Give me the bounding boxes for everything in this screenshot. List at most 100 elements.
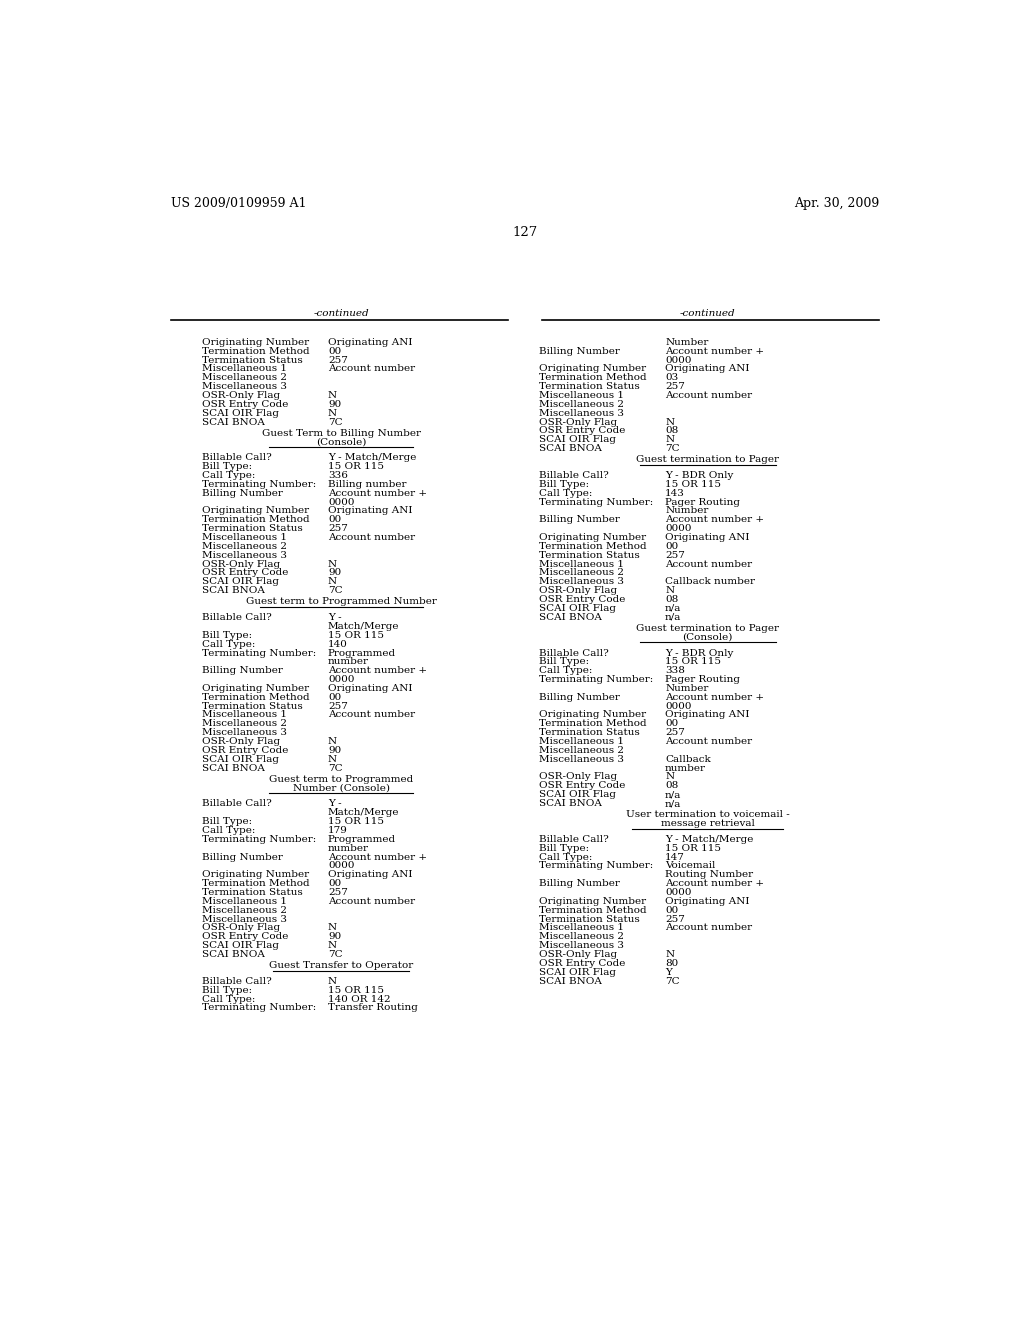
Text: 90: 90 [328, 569, 341, 577]
Text: Originating ANI: Originating ANI [665, 533, 750, 543]
Text: Billing Number: Billing Number [202, 667, 283, 676]
Text: Call Type:: Call Type: [202, 826, 255, 836]
Text: Miscellaneous 2: Miscellaneous 2 [202, 374, 287, 383]
Text: N: N [328, 977, 337, 986]
Text: (Console): (Console) [316, 437, 367, 446]
Text: OSR-Only Flag: OSR-Only Flag [202, 737, 280, 746]
Text: (Console): (Console) [683, 632, 733, 642]
Text: Termination Method: Termination Method [202, 347, 309, 355]
Text: OSR Entry Code: OSR Entry Code [539, 958, 625, 968]
Text: Callback: Callback [665, 755, 711, 764]
Text: SCAI OIR Flag: SCAI OIR Flag [539, 968, 615, 977]
Text: Termination Status: Termination Status [539, 550, 640, 560]
Text: Miscellaneous 2: Miscellaneous 2 [539, 746, 624, 755]
Text: Terminating Number:: Terminating Number: [202, 834, 315, 843]
Text: Call Type:: Call Type: [202, 995, 255, 1003]
Text: Originating Number: Originating Number [202, 338, 309, 347]
Text: SCAI BNOA: SCAI BNOA [202, 950, 264, 958]
Text: Number: Number [665, 507, 709, 515]
Text: 00: 00 [328, 515, 341, 524]
Text: Miscellaneous 2: Miscellaneous 2 [202, 906, 287, 915]
Text: 08: 08 [665, 781, 678, 791]
Text: Miscellaneous 2: Miscellaneous 2 [202, 719, 287, 729]
Text: 15 OR 115: 15 OR 115 [328, 817, 384, 826]
Text: Termination Status: Termination Status [202, 702, 302, 710]
Text: SCAI OIR Flag: SCAI OIR Flag [202, 941, 279, 950]
Text: 147: 147 [665, 853, 685, 862]
Text: Termination Method: Termination Method [539, 374, 646, 383]
Text: Transfer Routing: Transfer Routing [328, 1003, 418, 1012]
Text: Account number: Account number [328, 896, 415, 906]
Text: 15 OR 115: 15 OR 115 [665, 480, 721, 488]
Text: US 2009/0109959 A1: US 2009/0109959 A1 [171, 197, 306, 210]
Text: Account number +: Account number + [328, 488, 427, 498]
Text: N: N [665, 436, 674, 445]
Text: OSR-Only Flag: OSR-Only Flag [539, 950, 616, 958]
Text: Y -: Y - [328, 800, 342, 808]
Text: Y - Match/Merge: Y - Match/Merge [665, 834, 754, 843]
Text: -continued: -continued [680, 309, 735, 318]
Text: OSR Entry Code: OSR Entry Code [202, 400, 288, 409]
Text: Miscellaneous 1: Miscellaneous 1 [202, 533, 287, 543]
Text: Termination Method: Termination Method [202, 515, 309, 524]
Text: N: N [328, 391, 337, 400]
Text: OSR-Only Flag: OSR-Only Flag [202, 391, 280, 400]
Text: SCAI BNOA: SCAI BNOA [539, 444, 602, 453]
Text: Guest termination to Pager: Guest termination to Pager [636, 455, 779, 465]
Text: Voicemail: Voicemail [665, 862, 716, 870]
Text: N: N [328, 577, 337, 586]
Text: Miscellaneous 3: Miscellaneous 3 [202, 550, 287, 560]
Text: Miscellaneous 2: Miscellaneous 2 [202, 543, 287, 550]
Text: 00: 00 [665, 543, 678, 550]
Text: Terminating Number:: Terminating Number: [202, 480, 315, 488]
Text: 140: 140 [328, 640, 348, 648]
Text: number: number [328, 843, 369, 853]
Text: Billing number: Billing number [328, 480, 407, 488]
Text: Miscellaneous 1: Miscellaneous 1 [539, 737, 624, 746]
Text: Billable Call?: Billable Call? [202, 977, 271, 986]
Text: Terminating Number:: Terminating Number: [539, 498, 653, 507]
Text: Number (Console): Number (Console) [293, 784, 389, 792]
Text: Call Type:: Call Type: [202, 471, 255, 480]
Text: 143: 143 [665, 488, 685, 498]
Text: Apr. 30, 2009: Apr. 30, 2009 [794, 197, 879, 210]
Text: Termination Method: Termination Method [539, 543, 646, 550]
Text: Bill Type:: Bill Type: [202, 462, 252, 471]
Text: Termination Status: Termination Status [202, 524, 302, 533]
Text: N: N [328, 941, 337, 950]
Text: OSR-Only Flag: OSR-Only Flag [202, 560, 280, 569]
Text: 127: 127 [512, 226, 538, 239]
Text: Terminating Number:: Terminating Number: [539, 675, 653, 684]
Text: Number: Number [665, 338, 709, 347]
Text: Account number: Account number [665, 737, 753, 746]
Text: Originating Number: Originating Number [539, 533, 646, 543]
Text: Originating Number: Originating Number [202, 684, 309, 693]
Text: Miscellaneous 3: Miscellaneous 3 [539, 755, 624, 764]
Text: Account number: Account number [328, 364, 415, 374]
Text: 257: 257 [328, 888, 348, 898]
Text: Miscellaneous 3: Miscellaneous 3 [539, 409, 624, 417]
Text: Guest Term to Billing Number: Guest Term to Billing Number [261, 429, 421, 438]
Text: Termination Method: Termination Method [539, 906, 646, 915]
Text: 257: 257 [665, 729, 685, 737]
Text: Termination Method: Termination Method [202, 879, 309, 888]
Text: Miscellaneous 2: Miscellaneous 2 [539, 569, 624, 577]
Text: Originating Number: Originating Number [539, 364, 646, 374]
Text: 0000: 0000 [328, 862, 354, 870]
Text: Originating Number: Originating Number [202, 507, 309, 515]
Text: OSR-Only Flag: OSR-Only Flag [202, 924, 280, 932]
Text: Termination Status: Termination Status [202, 355, 302, 364]
Text: SCAI OIR Flag: SCAI OIR Flag [539, 791, 615, 799]
Text: 257: 257 [328, 702, 348, 710]
Text: OSR Entry Code: OSR Entry Code [202, 569, 288, 577]
Text: N: N [665, 417, 674, 426]
Text: Billing Number: Billing Number [202, 488, 283, 498]
Text: 00: 00 [665, 719, 678, 729]
Text: Account number +: Account number + [328, 667, 427, 676]
Text: Miscellaneous 1: Miscellaneous 1 [539, 391, 624, 400]
Text: -continued: -continued [313, 309, 369, 318]
Text: 257: 257 [328, 524, 348, 533]
Text: Miscellaneous 1: Miscellaneous 1 [202, 710, 287, 719]
Text: Account number: Account number [328, 710, 415, 719]
Text: Termination Status: Termination Status [539, 381, 640, 391]
